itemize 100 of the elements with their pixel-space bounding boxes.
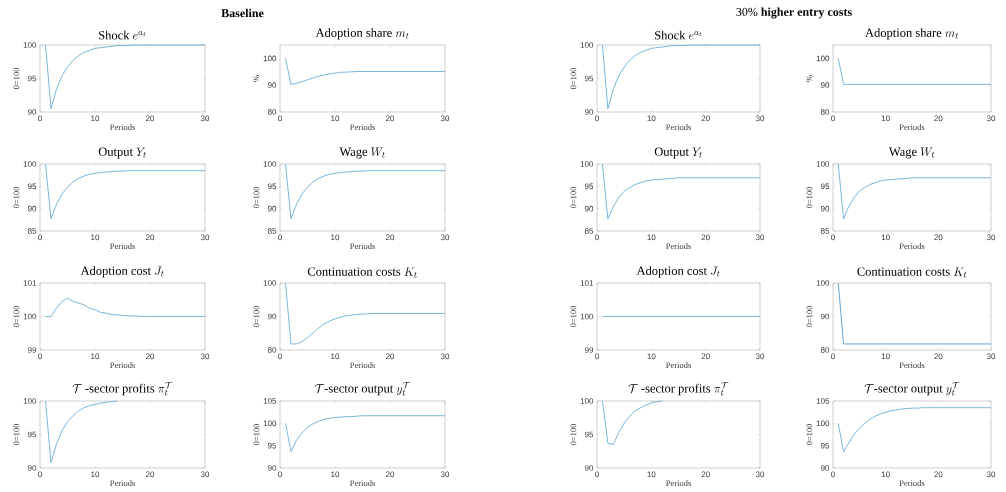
text: 30% higher entry costs: [736, 7, 852, 19]
x-tick-label: 0: [595, 234, 599, 241]
y-tick-label: 90: [584, 205, 594, 212]
y-tick-label: 90: [27, 465, 37, 471]
y-tick-label: 100: [580, 42, 594, 48]
y-tick-label: 80: [267, 347, 277, 353]
y-tick-label: 95: [267, 442, 277, 449]
x-tick-label: 0: [278, 471, 282, 478]
x-axis-title: Periods: [350, 480, 375, 487]
y-tick-label: 95: [27, 431, 37, 438]
chart-title: $\mbox{Output }Y_t$: [98, 147, 146, 159]
x-tick-label: 30: [986, 234, 996, 241]
y-tick-label: 101: [23, 280, 37, 286]
x-axis-title: Periods: [110, 480, 135, 487]
x-axis-title: Periods: [110, 362, 135, 369]
y-axis-title: %: [253, 75, 260, 82]
x-tick-label: 0: [831, 115, 835, 122]
y-tick-label: 100: [580, 161, 594, 167]
y-axis-title: 0=100: [806, 186, 813, 209]
y-tick-label: 100: [263, 420, 277, 427]
chart-title: $\mbox{Continuation costs }K_t$: [857, 267, 967, 278]
y-tick-label: 100: [23, 313, 37, 320]
x-axis-title: Periods: [666, 124, 691, 131]
x-axis-title: Periods: [899, 124, 925, 131]
y-tick-label: 105: [263, 398, 277, 404]
chart-title: $\mbox{Shock }e^{a_t}$: [99, 30, 146, 40]
y-axis-title: 0=100: [253, 305, 260, 328]
x-tick-label: 10: [881, 115, 890, 122]
x-axis-title: Periods: [899, 480, 925, 487]
x-tick-label: 0: [278, 353, 282, 360]
x-tick-label: 0: [38, 353, 42, 360]
x-tick-label: 20: [385, 353, 395, 360]
x-tick-label: 20: [145, 234, 155, 241]
x-tick-label: 10: [647, 234, 656, 241]
y-tick-label: 100: [580, 398, 594, 404]
x-tick-label: 10: [331, 115, 340, 122]
x-tick-label: 10: [331, 471, 340, 478]
y-tick-label: 100: [263, 55, 277, 62]
x-tick-label: 10: [647, 353, 656, 360]
chart-title: $\mbox{Shock }e^{a_t}$: [655, 30, 702, 40]
y-tick-label: 95: [584, 183, 594, 190]
chart-title: $\mbox{Wage }W_t$: [339, 147, 385, 159]
y-tick-label: 100: [23, 398, 37, 404]
x-tick-label: 30: [200, 234, 210, 241]
x-tick-label: 20: [145, 353, 155, 360]
y-tick-label: 90: [27, 109, 37, 115]
x-tick-label: 20: [701, 234, 710, 241]
y-axis-title: 0=100: [570, 67, 577, 90]
chart-title: $\mathcal{T}\mbox{ -sector profits }\pi_t^{\mathcal{T}}$: [72, 381, 173, 396]
y-tick-label: 85: [584, 228, 594, 234]
y-tick-label: 85: [27, 228, 37, 234]
x-tick-label: 10: [331, 353, 340, 360]
x-tick-label: 0: [278, 234, 282, 241]
chart-title: $\mathcal{T}\mbox{ -sector profits }\pi_t^{\mathcal{T}}$: [628, 381, 729, 396]
chart-title: $\mbox{Continuation costs }K_t$: [307, 267, 417, 278]
y-tick-label: 85: [267, 228, 277, 234]
x-tick-label: 10: [91, 115, 100, 122]
x-axis-title: Periods: [110, 243, 135, 250]
x-tick-label: 10: [647, 471, 656, 478]
y-tick-label: 95: [820, 442, 830, 449]
x-tick-label: 30: [440, 471, 450, 478]
x-axis-title: Periods: [666, 243, 691, 250]
x-tick-label: 20: [934, 353, 943, 360]
chart-title: $\mbox{Adoption share }m_t$: [315, 28, 409, 40]
y-tick-label: 90: [820, 313, 830, 320]
x-tick-label: 10: [881, 353, 890, 360]
y-axis-title: 0=100: [13, 67, 20, 90]
y-axis-title: 0=100: [570, 423, 577, 446]
y-tick-label: 90: [267, 465, 277, 471]
x-tick-label: 10: [91, 353, 100, 360]
y-tick-label: 90: [820, 465, 830, 471]
y-axis-title: 0=100: [13, 186, 20, 209]
y-axis-title: 0=100: [806, 305, 813, 328]
y-tick-label: 100: [816, 55, 830, 62]
y-axis-title: 0=100: [13, 423, 20, 446]
x-tick-label: 30: [440, 353, 450, 360]
y-tick-label: 100: [23, 161, 37, 167]
x-tick-label: 10: [881, 471, 890, 478]
y-tick-label: 80: [820, 109, 830, 115]
x-tick-label: 20: [701, 471, 710, 478]
y-axis-title: 0=100: [13, 305, 20, 328]
y-tick-label: 80: [267, 109, 277, 115]
y-axis-title: %: [806, 75, 813, 82]
x-tick-label: 30: [755, 115, 765, 122]
y-tick-label: 90: [820, 205, 830, 212]
y-tick-label: 100: [263, 280, 277, 286]
y-tick-label: 95: [584, 75, 594, 82]
x-tick-label: 30: [440, 115, 450, 122]
text: Baseline: [221, 8, 264, 18]
y-tick-label: 95: [27, 183, 37, 190]
x-axis-title: Periods: [350, 362, 375, 369]
line-series: [45, 400, 118, 464]
y-axis-title: 0=100: [253, 423, 260, 446]
y-tick-label: 90: [584, 465, 594, 471]
x-tick-label: 0: [831, 234, 835, 241]
y-tick-label: 95: [27, 75, 37, 82]
y-tick-label: 99: [27, 347, 37, 353]
x-axis-title: Periods: [110, 124, 135, 131]
chart-title: $\mbox{Wage }W_t$: [888, 147, 935, 159]
y-tick-label: 100: [816, 280, 830, 286]
